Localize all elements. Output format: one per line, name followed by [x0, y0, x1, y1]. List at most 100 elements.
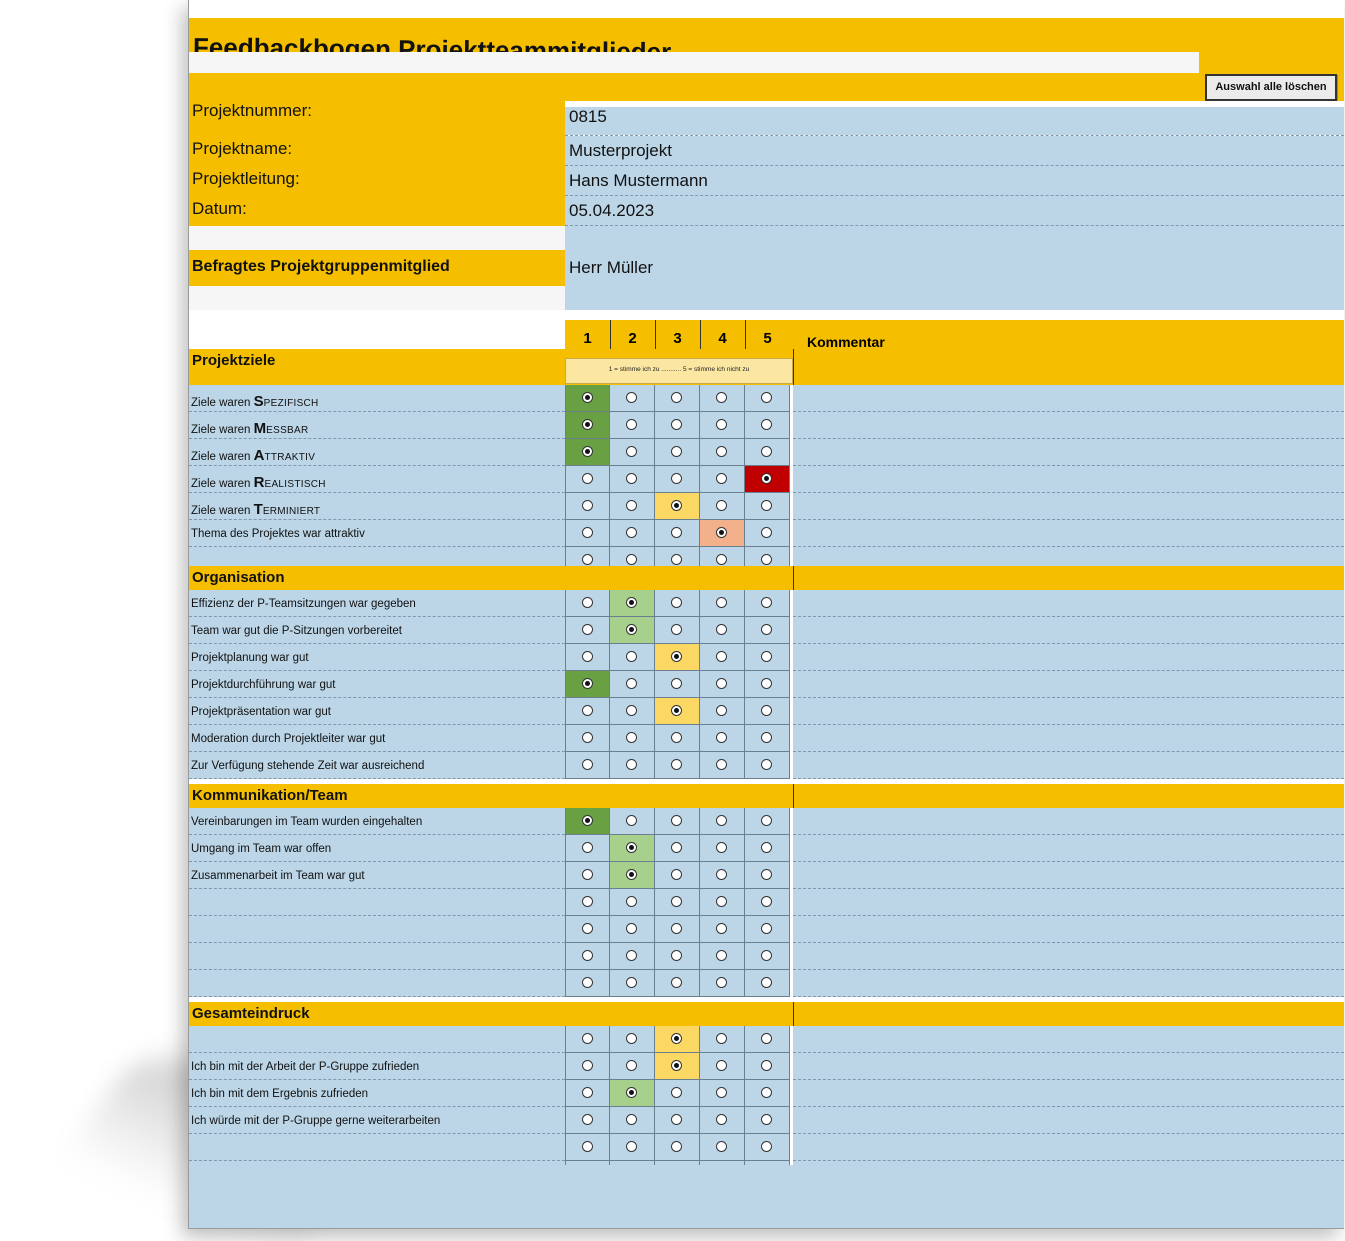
- rating-cell[interactable]: [745, 725, 790, 752]
- rating-cell[interactable]: [610, 466, 655, 493]
- rating-radio-1[interactable]: [581, 1087, 593, 1098]
- rating-radio-4[interactable]: [716, 678, 727, 689]
- rating-radio-3[interactable]: [671, 815, 682, 826]
- rating-cell[interactable]: [610, 698, 655, 725]
- rating-radio-4[interactable]: [716, 446, 727, 457]
- rating-cell[interactable]: [655, 671, 700, 698]
- rating-radio-2[interactable]: [626, 1141, 637, 1152]
- rating-cell[interactable]: [700, 752, 745, 779]
- rating-cell[interactable]: [655, 862, 700, 889]
- rating-radio-1[interactable]: [581, 950, 593, 961]
- rating-radio-3[interactable]: [671, 950, 682, 961]
- rating-radio-1[interactable]: [581, 705, 593, 716]
- rating-cell[interactable]: [610, 1134, 655, 1161]
- rating-radio-1[interactable]: [581, 759, 593, 770]
- rating-radio-2[interactable]: [626, 896, 637, 907]
- comment-cell[interactable]: [793, 590, 1344, 617]
- rating-cell[interactable]: [610, 493, 655, 520]
- comment-cell[interactable]: [793, 466, 1344, 493]
- rating-radio-5[interactable]: [761, 527, 772, 538]
- comment-cell[interactable]: [793, 644, 1344, 671]
- rating-cell[interactable]: [700, 1080, 745, 1107]
- rating-cell[interactable]: [565, 412, 610, 439]
- rating-cell[interactable]: [655, 808, 700, 835]
- rating-cell[interactable]: [610, 590, 655, 617]
- rating-radio-5[interactable]: [761, 651, 772, 662]
- rating-radio-5[interactable]: [761, 869, 772, 880]
- rating-cell[interactable]: [655, 466, 700, 493]
- rating-radio-2[interactable]: [626, 842, 637, 853]
- rating-cell[interactable]: [565, 916, 610, 943]
- rating-radio-2[interactable]: [626, 923, 637, 934]
- rating-cell[interactable]: [655, 1080, 700, 1107]
- rating-radio-3[interactable]: [671, 1060, 682, 1071]
- rating-cell[interactable]: [700, 412, 745, 439]
- rating-radio-4[interactable]: [716, 473, 727, 484]
- rating-cell[interactable]: [655, 493, 700, 520]
- rating-radio-3[interactable]: [671, 1033, 682, 1044]
- rating-cell[interactable]: [745, 752, 790, 779]
- rating-cell[interactable]: [745, 943, 790, 970]
- comment-cell[interactable]: [793, 808, 1344, 835]
- rating-radio-4[interactable]: [716, 651, 727, 662]
- info-value-cell[interactable]: 05.04.2023: [565, 196, 1344, 226]
- rating-cell[interactable]: [610, 835, 655, 862]
- rating-cell[interactable]: [745, 493, 790, 520]
- rating-radio-4[interactable]: [716, 705, 727, 716]
- rating-radio-4[interactable]: [716, 732, 727, 743]
- rating-cell[interactable]: [655, 644, 700, 671]
- rating-radio-3[interactable]: [671, 977, 682, 988]
- comment-cell[interactable]: [793, 698, 1344, 725]
- rating-cell[interactable]: [655, 1134, 700, 1161]
- rating-cell[interactable]: [565, 1134, 610, 1161]
- rating-radio-4[interactable]: [716, 1060, 727, 1071]
- rating-cell[interactable]: [745, 1080, 790, 1107]
- rating-cell[interactable]: [655, 520, 700, 547]
- rating-radio-1[interactable]: [581, 597, 593, 608]
- rating-radio-3[interactable]: [671, 651, 682, 662]
- rating-radio-5[interactable]: [761, 896, 772, 907]
- comment-cell[interactable]: [793, 520, 1344, 547]
- rating-radio-5[interactable]: [761, 624, 772, 635]
- rating-cell[interactable]: [655, 412, 700, 439]
- rating-cell[interactable]: [655, 916, 700, 943]
- rating-radio-5[interactable]: [761, 1114, 772, 1125]
- comment-cell[interactable]: [793, 1053, 1344, 1080]
- rating-cell[interactable]: [745, 835, 790, 862]
- rating-radio-1[interactable]: [581, 1114, 593, 1125]
- rating-cell[interactable]: [700, 617, 745, 644]
- rating-cell[interactable]: [655, 590, 700, 617]
- comment-cell[interactable]: [793, 970, 1344, 997]
- rating-cell[interactable]: [565, 1026, 610, 1053]
- rating-cell[interactable]: [745, 412, 790, 439]
- rating-radio-2[interactable]: [626, 392, 637, 403]
- rating-cell[interactable]: [655, 698, 700, 725]
- rating-radio-1[interactable]: [581, 678, 593, 689]
- rating-radio-3[interactable]: [671, 1087, 682, 1098]
- rating-radio-5[interactable]: [761, 500, 772, 511]
- rating-cell[interactable]: [745, 1026, 790, 1053]
- rating-cell[interactable]: [565, 1080, 610, 1107]
- rating-cell[interactable]: [565, 590, 610, 617]
- rating-radio-1[interactable]: [581, 1060, 593, 1071]
- rating-cell[interactable]: [745, 862, 790, 889]
- rating-radio-4[interactable]: [716, 842, 727, 853]
- rating-radio-5[interactable]: [761, 732, 772, 743]
- rating-cell[interactable]: [745, 439, 790, 466]
- rating-cell[interactable]: [610, 439, 655, 466]
- rating-radio-2[interactable]: [626, 446, 637, 457]
- rating-radio-1[interactable]: [581, 527, 593, 538]
- rating-radio-1[interactable]: [581, 842, 593, 853]
- rating-radio-4[interactable]: [716, 597, 727, 608]
- rating-cell[interactable]: [610, 617, 655, 644]
- rating-radio-3[interactable]: [671, 1114, 682, 1125]
- comment-cell[interactable]: [793, 671, 1344, 698]
- rating-radio-4[interactable]: [716, 554, 727, 565]
- rating-radio-5[interactable]: [761, 1087, 772, 1098]
- rating-radio-5[interactable]: [761, 977, 772, 988]
- rating-cell[interactable]: [565, 493, 610, 520]
- rating-radio-3[interactable]: [671, 527, 682, 538]
- comment-cell[interactable]: [793, 916, 1344, 943]
- rating-radio-1[interactable]: [581, 500, 593, 511]
- rating-radio-2[interactable]: [626, 554, 637, 565]
